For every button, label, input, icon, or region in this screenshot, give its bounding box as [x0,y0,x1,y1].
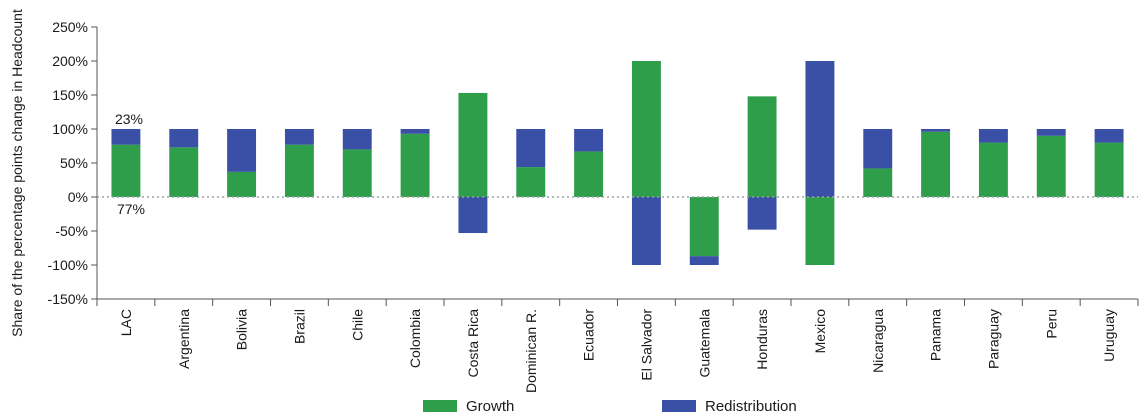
bar-growth [1036,135,1066,197]
bar-growth [689,197,719,257]
bar-redistribution [400,129,430,134]
x-tick-label: Bolivia [234,309,250,350]
x-tick-label: Argentina [176,309,192,369]
annotation-lac-redistribution: 23% [115,111,143,127]
x-tick-label: Uruguay [1101,309,1117,362]
x-tick-label: Dominican R. [523,309,539,393]
y-tick-label: -150% [48,291,88,307]
legend-redistribution-swatch [662,400,696,412]
bar-redistribution [516,129,546,168]
x-tick-label: Paraguay [985,309,1001,369]
bar-growth [921,131,951,197]
x-tick-label: Mexico [812,309,828,354]
bar-redistribution [921,129,951,132]
bar-growth [284,144,314,197]
bar-redistribution [284,129,314,145]
bar-growth [863,168,893,197]
x-tick-label: Chile [349,309,365,341]
bar-growth [111,144,141,197]
legend-growth-label: Growth [466,398,514,415]
legend-growth-swatch [423,400,457,412]
x-tick-label: LAC [118,309,134,336]
bar-growth [458,92,488,197]
x-tick-label: Brazil [291,309,307,344]
bar-redistribution [689,256,719,265]
bar-growth [747,96,777,197]
bar-redistribution [747,197,777,230]
bar-growth [227,171,257,197]
x-tick-label: Peru [1043,309,1059,339]
x-tick-label: Ecuador [581,309,597,361]
bar-growth [1094,142,1124,197]
x-tick-label: Panama [928,309,944,361]
x-tick-label: Honduras [754,309,770,370]
bar-redistribution [227,129,257,172]
bar-growth [342,149,372,197]
bar-redistribution [169,129,199,148]
bar-redistribution [978,129,1008,143]
y-tick-label: 100% [52,121,88,137]
bar-growth [516,167,546,197]
bar-redistribution [631,197,661,265]
bar-redistribution [458,197,488,234]
x-tick-label: Costa Rica [465,309,481,378]
bar-redistribution [1036,129,1066,136]
y-tick-label: -100% [48,257,88,273]
y-axis-title: Share of the percentage points change in… [9,9,25,337]
bar-growth [400,133,430,197]
bar-redistribution [805,61,835,197]
bar-redistribution [863,129,893,169]
y-tick-label: 250% [52,19,88,35]
bar-redistribution [342,129,372,150]
x-tick-label: El Salvador [638,309,654,381]
axis-layer [91,26,1139,306]
x-tick-label: Guatemala [696,309,712,378]
x-tick-label: Colombia [407,309,423,368]
y-tick-label: 50% [60,155,88,171]
bar-growth [978,142,1008,197]
y-tick-label: -50% [55,223,88,239]
x-tick-label: Nicaragua [870,309,886,373]
annotation-lac-growth: 77% [117,201,145,217]
labels-layer: -150% -100% -50% 0% 50% 100% 150% 200% 250% LAC Ar… [48,19,1118,393]
y-tick-label: 200% [52,53,88,69]
bar-redistribution [574,129,604,152]
y-tick-label: 150% [52,87,88,103]
bar-growth [631,61,661,197]
legend: Growth Redistribution [423,398,797,415]
bar-growth [169,147,199,197]
bar-redistribution [1094,129,1124,143]
y-tick-label: 0% [68,189,88,205]
bar-growth [574,151,604,197]
legend-redistribution-label: Redistribution [705,398,797,415]
bar-growth [805,197,835,265]
bars-layer [97,61,1138,265]
bar-redistribution [111,129,141,145]
